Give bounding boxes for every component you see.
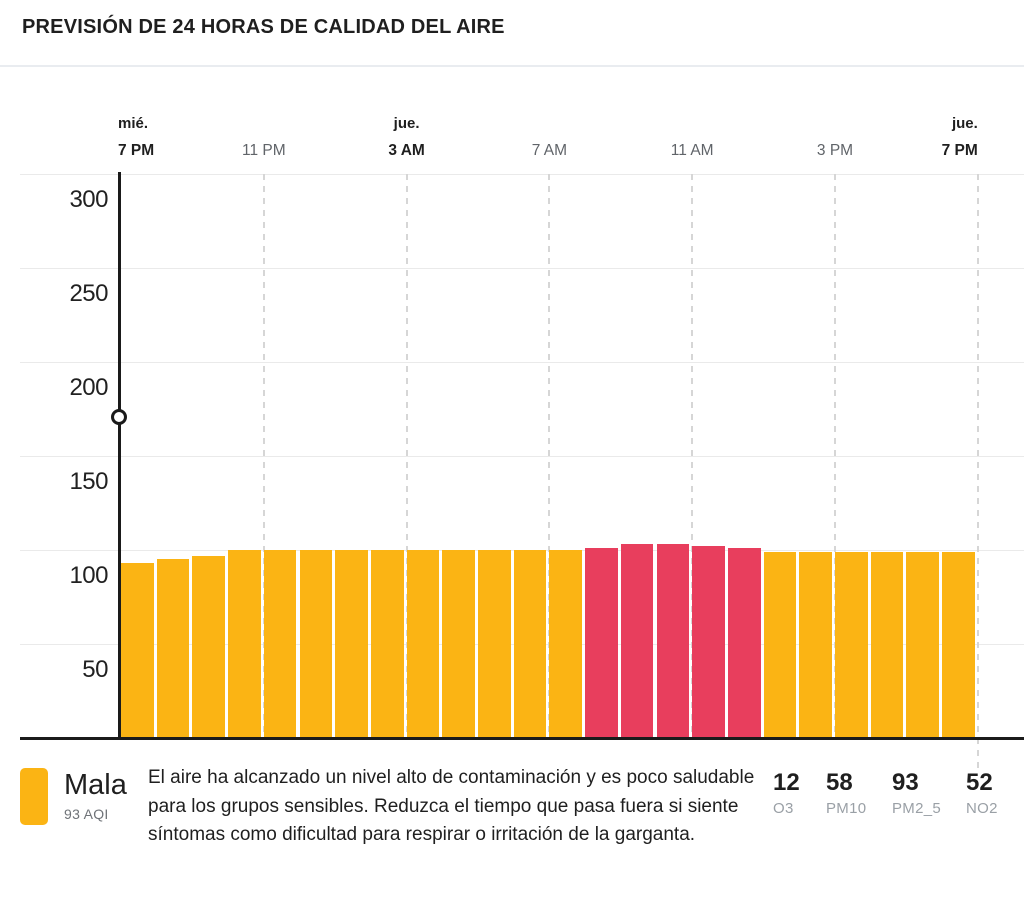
pollutant-label: PM10 xyxy=(826,800,867,817)
aqi-forecast-chart: 300 250 200 150 100 50 mié. 7 PM 11 PM jue. 3 AM 7 … xyxy=(20,115,1024,774)
pollutant-label: O3 xyxy=(773,800,794,817)
aqi-bar[interactable] xyxy=(727,548,761,738)
aqi-bar[interactable] xyxy=(513,550,547,738)
aqi-bar[interactable] xyxy=(192,555,226,738)
header-divider xyxy=(0,65,1024,67)
aqi-bar[interactable] xyxy=(549,550,583,738)
grid-line xyxy=(20,456,1024,457)
aqi-description: El aire ha alcanzado un nivel alto de co… xyxy=(148,767,755,845)
pollutant-value: 12 xyxy=(773,769,800,796)
x-axis-day-label: mié. xyxy=(118,115,149,132)
aqi-bar[interactable] xyxy=(906,551,940,738)
aqi-value-label: 93 AQI xyxy=(64,806,109,822)
y-axis-label: 150 xyxy=(69,468,108,495)
aqi-bar[interactable] xyxy=(835,551,868,738)
dashed-gridline xyxy=(262,173,265,738)
x-axis-line xyxy=(20,737,1024,740)
x-axis-tick: 7 PM xyxy=(118,142,155,159)
aqi-bar[interactable] xyxy=(656,544,690,738)
y-axis-label: 250 xyxy=(69,280,108,307)
dashed-gridline xyxy=(548,173,551,738)
forecast-end-line xyxy=(976,173,979,774)
aqi-bar[interactable] xyxy=(228,550,261,738)
x-axis-day-label: jue. xyxy=(951,115,978,132)
aqi-legend: Mala 93 AQI El aire ha alcanzado un nive… xyxy=(0,755,1024,901)
grid-line xyxy=(20,268,1024,269)
pollutant-value: 58 xyxy=(826,769,853,796)
grid-line xyxy=(20,362,1024,363)
y-axis-label: 200 xyxy=(69,374,108,401)
x-axis-tick: 7 PM xyxy=(941,142,978,159)
y-axis-label: 100 xyxy=(69,562,108,589)
now-line xyxy=(117,171,121,738)
aqi-bar[interactable] xyxy=(335,550,368,738)
aqi-status-label: Mala xyxy=(64,769,127,801)
aqi-bar[interactable] xyxy=(442,550,475,738)
now-handle[interactable] xyxy=(111,409,127,425)
legend-swatch xyxy=(20,768,48,825)
aqi-bar[interactable] xyxy=(299,550,333,738)
pollutant-label: NO2 xyxy=(966,800,998,817)
pollutant-label: PM2_5 xyxy=(892,800,942,817)
dashed-gridline xyxy=(691,173,694,738)
pollutant-value: 93 xyxy=(892,769,919,796)
aqi-bar[interactable] xyxy=(478,550,511,738)
page-title: PREVISIÓN DE 24 HORAS DE CALIDAD DEL AIR… xyxy=(22,16,505,38)
aqi-bar[interactable] xyxy=(585,548,618,738)
x-axis-tick: 11 AM xyxy=(670,142,714,159)
grid-line xyxy=(20,174,1024,175)
x-axis-tick: 7 AM xyxy=(531,142,568,159)
x-axis-tick: 11 PM xyxy=(241,142,286,159)
aqi-bar[interactable] xyxy=(799,551,832,738)
x-axis-tick: 3 PM xyxy=(816,142,854,159)
aqi-bar[interactable] xyxy=(620,544,654,738)
aqi-bar[interactable] xyxy=(406,550,440,738)
aqi-bar[interactable] xyxy=(870,551,904,738)
aqi-bar[interactable] xyxy=(942,551,975,738)
x-axis-tick: 3 AM xyxy=(388,142,425,159)
aqi-bar[interactable] xyxy=(263,550,297,738)
aqi-bar[interactable] xyxy=(370,550,404,738)
dashed-gridline xyxy=(834,173,836,738)
aqi-bar[interactable] xyxy=(156,559,190,738)
y-axis-label: 50 xyxy=(82,656,108,683)
x-axis-day-label: jue. xyxy=(393,115,420,132)
dashed-gridline xyxy=(405,173,408,738)
aqi-bar[interactable] xyxy=(763,551,797,738)
aqi-bar[interactable] xyxy=(692,546,725,738)
aqi-bar[interactable] xyxy=(121,563,154,738)
y-axis-label: 300 xyxy=(69,186,108,213)
pollutant-value: 52 xyxy=(966,769,993,796)
